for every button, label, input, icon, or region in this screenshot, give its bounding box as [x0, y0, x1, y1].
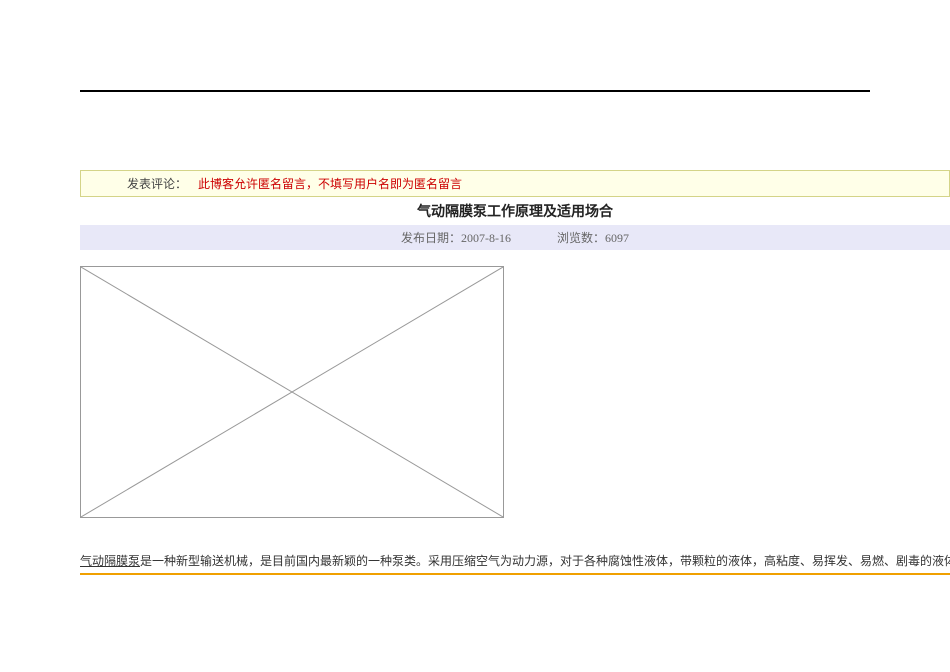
orange-divider: [80, 573, 950, 575]
article-title: 气动隔膜泵工作原理及适用场合: [80, 197, 950, 225]
image-row: [0, 266, 950, 518]
article-term-link[interactable]: 气动隔膜泵: [80, 554, 140, 568]
comment-notice-bar: 发表评论： 此博客允许匿名留言，不填写用户名即为匿名留言: [80, 170, 950, 197]
page-root: 发表评论： 此博客允许匿名留言，不填写用户名即为匿名留言 气动隔膜泵工作原理及适…: [0, 0, 950, 575]
meta-views-label: 浏览数：: [557, 231, 605, 245]
meta-date-label: 发布日期：: [401, 231, 461, 245]
comment-prefix: 发表评论：: [127, 177, 187, 191]
article-body: 气动隔膜泵是一种新型输送机械，是目前国内最新颖的一种泵类。采用压缩空气为动力源，…: [0, 552, 950, 571]
image-placeholder-x-icon: [81, 267, 503, 517]
meta-date-value: 2007-8-16: [461, 231, 511, 245]
article-meta-bar: 发布日期：2007-8-16 浏览数：6097: [80, 225, 950, 250]
article-body-rest: 是一种新型输送机械，是目前国内最新颖的一种泵类。采用压缩空气为动力源，对于各种腐…: [140, 554, 950, 568]
spacer: [0, 92, 950, 170]
image-placeholder: [80, 266, 504, 518]
meta-views-value: 6097: [605, 231, 629, 245]
comment-anonymous-notice: 此博客允许匿名留言，不填写用户名即为匿名留言: [198, 177, 462, 191]
